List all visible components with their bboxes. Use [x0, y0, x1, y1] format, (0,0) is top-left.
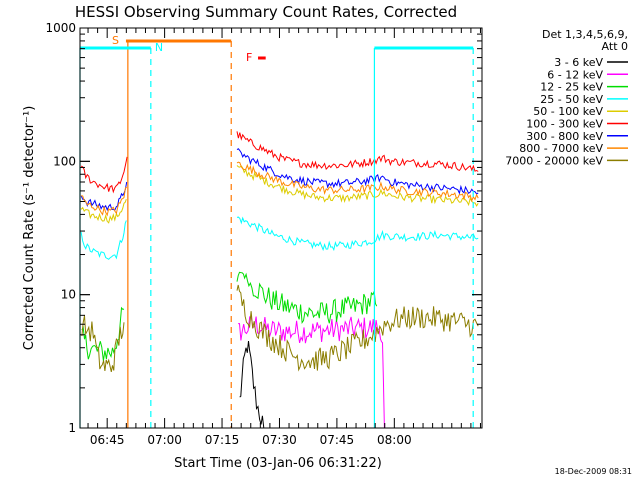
legend-label-6: 100 - 300 keV: [526, 118, 603, 131]
y-axis: 1 10 100 1000: [45, 21, 482, 435]
footer-date: 18-Dec-2009 08:31: [555, 467, 632, 476]
series-line-2-seg-1: [238, 316, 385, 429]
series-line-7-seg-1: [80, 181, 128, 212]
series-line-3-seg-2: [236, 271, 378, 325]
marker-layer: S N F: [79, 34, 474, 428]
series-line-1-seg-1: [239, 340, 265, 429]
x-axis-label: Start Time (03-Jan-06 06:31:22): [174, 456, 382, 471]
chart-title: HESSI Observing Summary Count Rates, Cor…: [75, 3, 457, 21]
y-tick-label: 100: [53, 154, 76, 168]
night-label: N: [155, 41, 163, 54]
legend-header-1: Det 1,3,4,5,6,9,: [542, 28, 628, 41]
legend-label-5: 50 - 100 keV: [533, 105, 603, 118]
series-line-6-seg-2: [236, 131, 479, 172]
series-line-8-seg-2: [236, 161, 479, 203]
y-tick-label: 1000: [45, 21, 76, 35]
series-line-5-seg-1: [80, 199, 127, 224]
saa-label: S: [112, 34, 119, 47]
y-tick-label: 10: [61, 288, 76, 302]
legend-label-8: 800 - 7000 keV: [519, 142, 603, 155]
series-line-7-seg-2: [236, 148, 479, 195]
x-tick-label: 07:30: [262, 433, 297, 447]
x-tick-label: 08:00: [377, 433, 412, 447]
y-tick-label: 1: [68, 421, 76, 435]
y-axis-label: Corrected Count Rate (s⁻¹ detector⁻¹): [22, 106, 37, 351]
series-line-6-seg-1: [80, 156, 128, 194]
x-tick-label: 06:45: [90, 433, 125, 447]
series-layer: [80, 131, 479, 429]
series-line-3-seg-1: [81, 306, 125, 361]
legend-label-1: 3 - 6 keV: [554, 56, 603, 69]
x-axis: 06:45 07:00 07:15 07:30 07:45 08:00: [87, 28, 481, 447]
legend-label-9: 7000 - 20000 keV: [505, 154, 603, 167]
flare-label: F: [246, 51, 252, 64]
series-line-9-seg-1: [81, 315, 125, 373]
x-tick-label: 07:00: [147, 433, 182, 447]
series-line-5-seg-2: [236, 165, 479, 207]
legend-label-4: 25 - 50 keV: [540, 93, 603, 106]
x-tick-label: 07:15: [205, 433, 240, 447]
series-line-4-seg-2: [236, 216, 479, 252]
plot-frame: [79, 27, 483, 429]
legend-header-2: Att 0: [602, 40, 628, 53]
series-line-8-seg-1: [81, 186, 128, 217]
series-line-4-seg-1: [80, 220, 127, 260]
x-tick-label: 07:45: [320, 433, 355, 447]
legend-label-2: 6 - 12 keV: [547, 68, 603, 81]
legend-label-7: 300 - 800 keV: [526, 130, 603, 143]
legend-label-3: 12 - 25 keV: [540, 81, 603, 94]
series-line-9-seg-2: [236, 284, 479, 372]
